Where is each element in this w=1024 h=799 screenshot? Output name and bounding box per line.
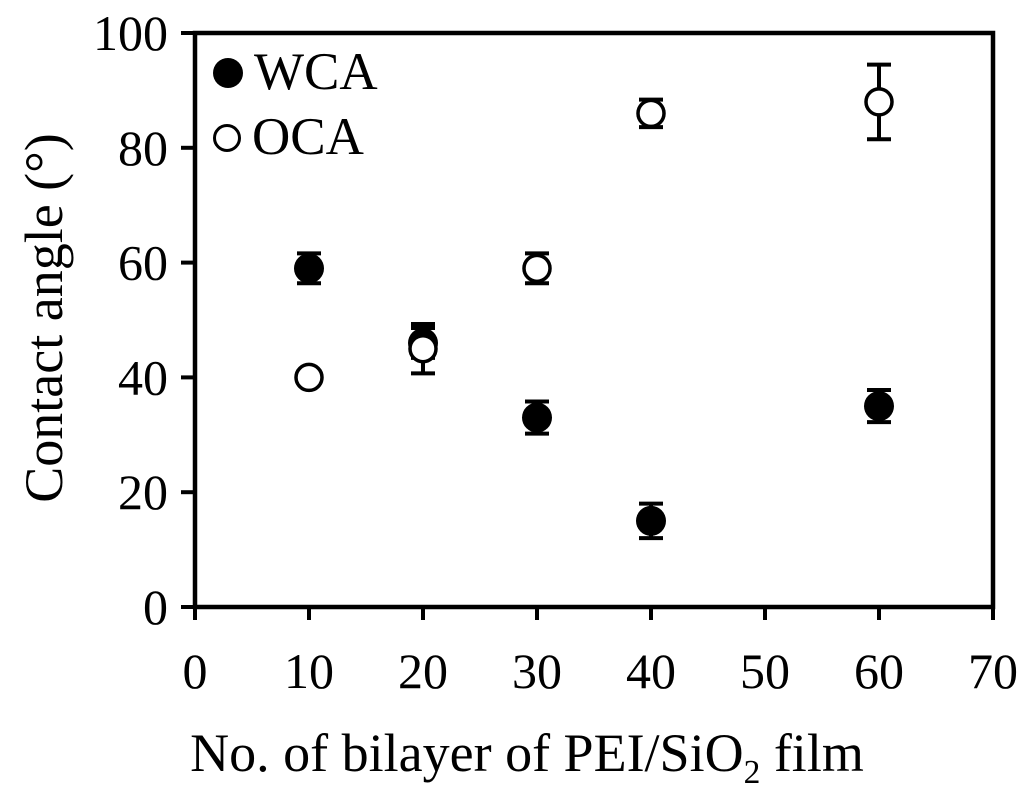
oca-marker (522, 253, 552, 284)
open-circle-icon (213, 123, 241, 152)
oca-marker (408, 333, 438, 364)
oca-marker (864, 87, 894, 117)
plot-frame (192, 30, 996, 610)
x-tick-label: 60 (854, 643, 904, 699)
oca-marker (294, 362, 324, 393)
wca-marker (522, 402, 552, 433)
oca-marker (636, 98, 666, 129)
wca-marker (294, 253, 324, 284)
y-tick-label: 60 (118, 235, 168, 291)
legend: WCA OCA (213, 40, 378, 170)
y-tick-label: 0 (143, 579, 168, 635)
x-tick-label: 70 (968, 643, 1018, 699)
legend-item-oca: OCA (213, 105, 378, 170)
filled-circle-icon (213, 57, 243, 88)
legend-label-wca: WCA (254, 43, 378, 101)
y-tick-label: 20 (118, 464, 168, 520)
wca-marker (636, 505, 666, 536)
x-axis-title-subscript: 2 (743, 753, 761, 791)
legend-label-oca: OCA (252, 108, 364, 166)
x-tick-label: 40 (626, 643, 676, 699)
y-axis-title: Contact angle (°) (14, 133, 74, 503)
x-tick-label: 30 (512, 643, 562, 699)
y-tick-label: 80 (118, 120, 168, 176)
x-axis-title-main: No. of bilayer of PEI/SiO (190, 723, 744, 783)
legend-item-wca: WCA (213, 40, 378, 105)
x-tick-label: 20 (398, 643, 448, 699)
x-axis-title: No. of bilayer of PEI/SiO2 film (190, 722, 864, 789)
y-tick-label: 40 (118, 349, 168, 405)
x-tick-label: 0 (183, 643, 208, 699)
x-axis-title-suffix: film (760, 723, 864, 783)
x-tick-label: 50 (740, 643, 790, 699)
wca-marker (864, 391, 894, 422)
x-tick-label: 10 (284, 643, 334, 699)
y-tick-label: 100 (93, 5, 168, 61)
